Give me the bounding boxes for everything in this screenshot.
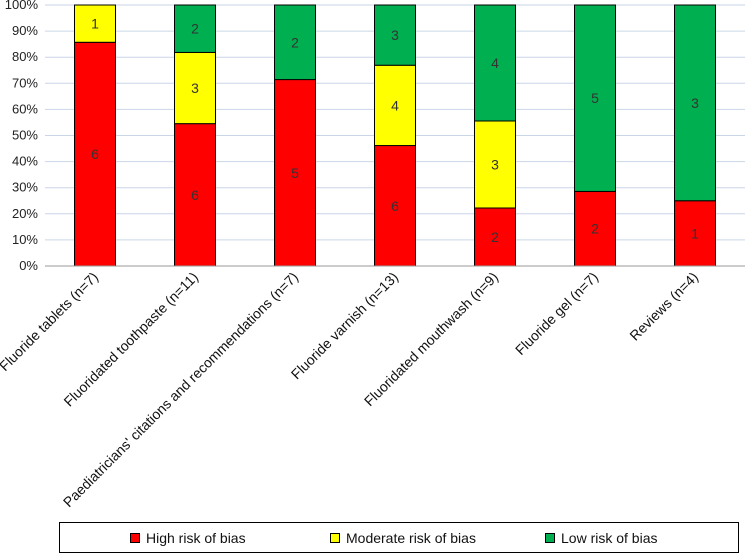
bar-segment-moderate <box>74 4 116 43</box>
bar-segment-low <box>674 4 716 202</box>
bar-segment-low <box>274 4 316 81</box>
bar-segment-high <box>374 145 416 267</box>
legend-item-low: Low risk of bias <box>545 523 657 552</box>
bar-segment-high <box>674 200 716 267</box>
bar-segment-moderate <box>474 120 516 209</box>
data-label-low: 4 <box>491 55 499 71</box>
y-tick-label: 80% <box>12 49 38 64</box>
bar-segment-low <box>374 4 416 66</box>
legend-swatch-high <box>130 532 140 543</box>
x-category-label: Fluoride tablets (n=7) <box>0 269 101 374</box>
data-label-high: 1 <box>691 225 699 241</box>
bar-segment-low <box>574 4 616 192</box>
legend-item-high: High risk of bias <box>130 523 246 552</box>
bar-segment-low <box>474 4 516 122</box>
x-category-label: Paediatricians' citations and recommenda… <box>60 269 301 510</box>
x-category-label: Reviews (n=4) <box>626 269 701 344</box>
data-label-high: 6 <box>391 198 399 214</box>
data-label-high: 6 <box>191 187 199 203</box>
x-category-label: Fluoride varnish (n=13) <box>288 269 401 382</box>
legend-label-moderate: Moderate risk of bias <box>346 529 476 546</box>
legend-swatch-low <box>545 532 555 543</box>
data-label-moderate: 3 <box>191 80 199 96</box>
legend-label-high: High risk of bias <box>146 529 246 546</box>
legend-label-low: Low risk of bias <box>561 529 658 546</box>
data-label-high: 6 <box>91 146 99 162</box>
y-tick-label: 30% <box>12 180 38 195</box>
bar-segment-moderate <box>174 51 216 125</box>
y-tick-label: 10% <box>12 232 38 247</box>
y-tick-label: 20% <box>12 206 38 221</box>
y-tick-label: 60% <box>12 101 38 116</box>
data-label-moderate: 4 <box>391 97 399 113</box>
x-category-label: Fluoride gel (n=7) <box>512 269 601 358</box>
y-tick-label: 40% <box>12 154 38 169</box>
data-label-moderate: 3 <box>491 157 499 173</box>
legend-item-moderate: Moderate risk of bias <box>330 523 476 552</box>
data-label-low: 2 <box>291 34 299 50</box>
y-tick-label: 50% <box>12 128 38 143</box>
data-label-low: 3 <box>691 95 699 111</box>
data-label-low: 2 <box>191 21 199 37</box>
y-axis-ticks: 0% 10% 20% 30% 40% 50% 60% 70% 80% 90% 100% <box>5 0 39 273</box>
data-label-high: 5 <box>291 165 299 181</box>
bar-segment-high <box>274 79 316 267</box>
y-tick-label: 70% <box>12 75 38 90</box>
bar-segment-low <box>174 4 216 53</box>
data-labels: 6 1 6 3 2 5 2 6 4 3 2 3 4 2 5 1 3 <box>91 16 699 245</box>
data-label-high: 2 <box>591 221 599 237</box>
data-label-low: 3 <box>391 27 399 43</box>
legend-swatch-moderate <box>330 532 340 543</box>
y-tick-label: 100% <box>5 0 39 12</box>
data-label-high: 2 <box>491 229 499 245</box>
data-label-low: 5 <box>591 90 599 106</box>
y-tick-label: 0% <box>19 258 38 273</box>
x-axis-category-labels: Fluoride tablets (n=7)Fluoridated toothp… <box>0 269 701 510</box>
bar-segment-moderate <box>374 64 416 147</box>
data-label-moderate: 1 <box>91 16 99 32</box>
y-tick-label: 90% <box>12 23 38 38</box>
legend: High risk of bias Moderate risk of bias … <box>59 522 739 553</box>
